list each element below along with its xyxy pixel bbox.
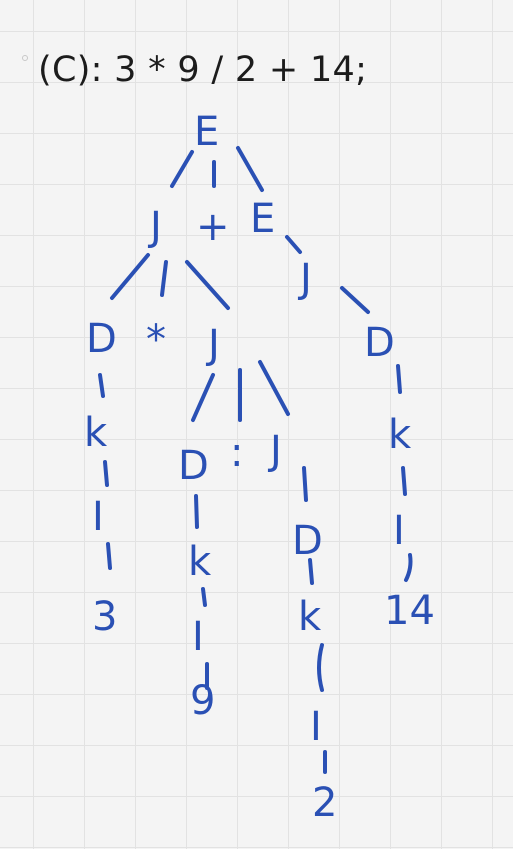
tree-edges [98, 146, 413, 774]
node-J: J [147, 204, 162, 250]
node-D-mid: D [178, 443, 209, 489]
edge-J-D [110, 253, 150, 300]
edge-J-J3 [258, 360, 290, 416]
edge-I4-14 [404, 553, 413, 582]
edge-E-E [236, 146, 264, 192]
edge-k4-I [401, 466, 407, 496]
edge-k3-I [317, 643, 324, 692]
edge-I-3 [106, 542, 112, 570]
node-k-inner: k [298, 594, 322, 640]
edge-E-J2 [285, 235, 302, 254]
node-I-left: I [92, 494, 104, 540]
node-k-mid: k [188, 539, 212, 585]
tree-nodes: E J + E J D * J k I 3 D : J k I 9 D k I … [84, 109, 435, 826]
edge-J-D2 [191, 373, 215, 422]
edge-k2-I [201, 587, 207, 607]
node-E: E [250, 196, 275, 242]
node-14: 14 [384, 588, 435, 634]
edge-D4-k [396, 364, 402, 394]
node-9: 9 [190, 678, 215, 724]
edge-E-J [170, 150, 194, 188]
node-root-E: E [194, 109, 219, 155]
edge-D2-k [194, 494, 199, 529]
edge-D-k [98, 373, 105, 398]
node-colon: : [230, 430, 243, 476]
node-D-inner: D [292, 518, 323, 564]
node-I-right: I [393, 508, 405, 554]
node-D-left: D [86, 316, 117, 362]
edge-J-J [185, 260, 230, 310]
expression-title: (C): 3 * 9 / 2 + 14; [38, 50, 368, 90]
node-k-left: k [84, 410, 108, 456]
edge-k-I [103, 460, 109, 487]
edge-J2-D [340, 286, 370, 314]
node-2: 2 [312, 780, 337, 826]
node-star: * [146, 317, 166, 363]
node-D-right: D [364, 320, 395, 366]
node-I-mid: I [192, 614, 204, 660]
canvas-anchor-dot [22, 55, 28, 61]
node-3: 3 [92, 594, 117, 640]
node-plus: + [196, 204, 230, 250]
node-J-mid: J [205, 322, 220, 368]
edge-D3-k [308, 558, 314, 585]
edge-J3-D [302, 466, 308, 502]
node-J-right: J [297, 256, 312, 302]
node-k-right: k [388, 412, 412, 458]
node-I-inner: I [310, 704, 322, 750]
node-J-inner: J [267, 428, 282, 474]
edge-J-star [160, 260, 168, 297]
